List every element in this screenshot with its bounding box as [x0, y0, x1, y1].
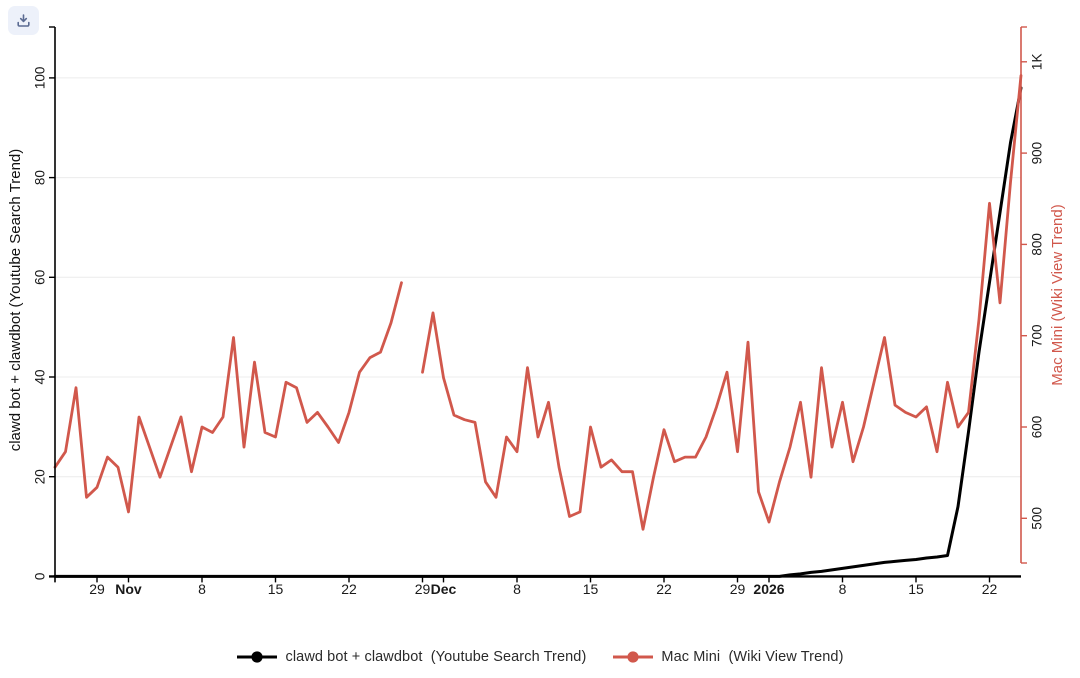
download-icon — [16, 13, 31, 28]
y-axis-right-tick-label: 800 — [1030, 233, 1045, 256]
series-line-clawdbot — [53, 86, 1023, 578]
series-line-macmini — [53, 74, 1023, 531]
y-axis-left-title: clawd bot + clawdbot (Youtube Search Tre… — [7, 149, 24, 452]
y-axis-left-tick-label: 60 — [33, 270, 48, 285]
legend-item-macmini[interactable]: Mac Mini (Wiki View Trend) — [612, 649, 843, 665]
legend-swatch-macmini — [612, 650, 654, 664]
y-axis-right-title: Mac Mini (Wiki View Trend) — [1049, 204, 1066, 385]
y-axis-right-tick-label: 500 — [1030, 507, 1045, 530]
x-axis-tick-label: 8 — [839, 581, 847, 597]
x-axis-tick-label: 29 — [730, 581, 746, 597]
chart-legend: clawd bot + clawdbot (Youtube Search Tre… — [0, 636, 1080, 678]
x-axis-tick-label: 8 — [198, 581, 206, 597]
x-axis-tick-label: 15 — [908, 581, 924, 597]
plot-canvas: 29 Nov 8 15 22 29 Dec 8 15 22 29 2026 8 15 22020406080… — [7, 26, 1066, 597]
x-axis-tick-label: 8 — [513, 581, 521, 597]
chart-area: 29 Nov 8 15 22 29 Dec 8 15 22 29 2026 8 15 22 0 20 40 60 80… — [7, 26, 1066, 597]
download-button[interactable] — [8, 6, 39, 35]
x-axis-tick-label: Dec — [431, 581, 457, 597]
legend-label-clawdbot: clawd bot + clawdbot (Youtube Search Tre… — [285, 649, 587, 665]
y-axis-left-tick-label: 0 — [33, 573, 48, 581]
legend-item-clawdbot[interactable]: clawd bot + clawdbot (Youtube Search Tre… — [236, 649, 586, 665]
x-axis-tick-label: 22 — [341, 581, 357, 597]
y-axis-left-tick-label: 80 — [33, 170, 48, 185]
x-axis-tick-label: 22 — [656, 581, 672, 597]
y-axis-right-tick-label: 1K — [1030, 54, 1045, 71]
y-axis-left-tick-label: 40 — [33, 369, 48, 384]
y-axis-left-tick-label: 100 — [33, 67, 48, 90]
x-axis-tick-label: 2026 — [753, 581, 784, 597]
legend-swatch-clawdbot — [236, 650, 278, 664]
x-axis-tick-label: 29 — [89, 581, 105, 597]
y-axis-right-tick-label: 900 — [1030, 142, 1045, 165]
y-axis-left-tick-label: 20 — [33, 469, 48, 484]
y-axis-right-tick-label: 600 — [1030, 416, 1045, 439]
y-axis-right-tick-label: 700 — [1030, 324, 1045, 347]
x-axis-tick-label: 22 — [982, 581, 998, 597]
x-axis-tick-label: 29 — [415, 581, 431, 597]
x-axis-tick-label: 15 — [268, 581, 284, 597]
x-axis-tick-label: Nov — [115, 581, 142, 597]
x-axis-tick-label: 15 — [583, 581, 599, 597]
legend-label-macmini: Mac Mini (Wiki View Trend) — [661, 649, 844, 665]
